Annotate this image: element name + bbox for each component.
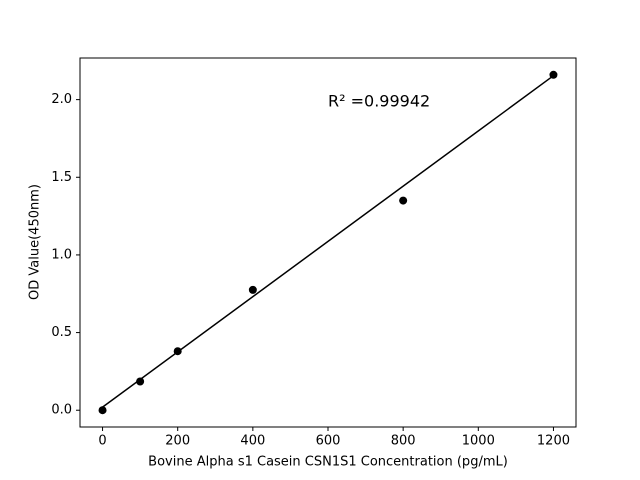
data-point xyxy=(98,406,107,415)
x-axis-label: Bovine Alpha s1 Casein CSN1S1 Concentrat… xyxy=(148,455,508,470)
x-tick-label: 200 xyxy=(165,434,190,449)
y-axis-label: OD Value(450nm) xyxy=(28,184,43,300)
x-tick-label: 600 xyxy=(316,434,341,449)
y-tick-label: 1.0 xyxy=(51,247,72,262)
x-tick-label: 1200 xyxy=(537,434,570,449)
y-tick-label: 2.0 xyxy=(51,92,72,107)
y-tick-label: 0.0 xyxy=(51,403,72,418)
x-tick-label: 400 xyxy=(240,434,265,449)
x-tick-label: 1000 xyxy=(462,434,495,449)
data-point xyxy=(248,285,257,294)
y-tick-label: 0.5 xyxy=(51,325,72,340)
data-point xyxy=(136,377,145,386)
x-tick-label: 800 xyxy=(391,434,416,449)
y-tick-label: 1.5 xyxy=(51,170,72,185)
annotation: R² =0.99942 xyxy=(328,92,430,111)
data-point xyxy=(399,196,408,205)
fit-line xyxy=(102,75,554,408)
x-tick-label: 0 xyxy=(98,434,106,449)
